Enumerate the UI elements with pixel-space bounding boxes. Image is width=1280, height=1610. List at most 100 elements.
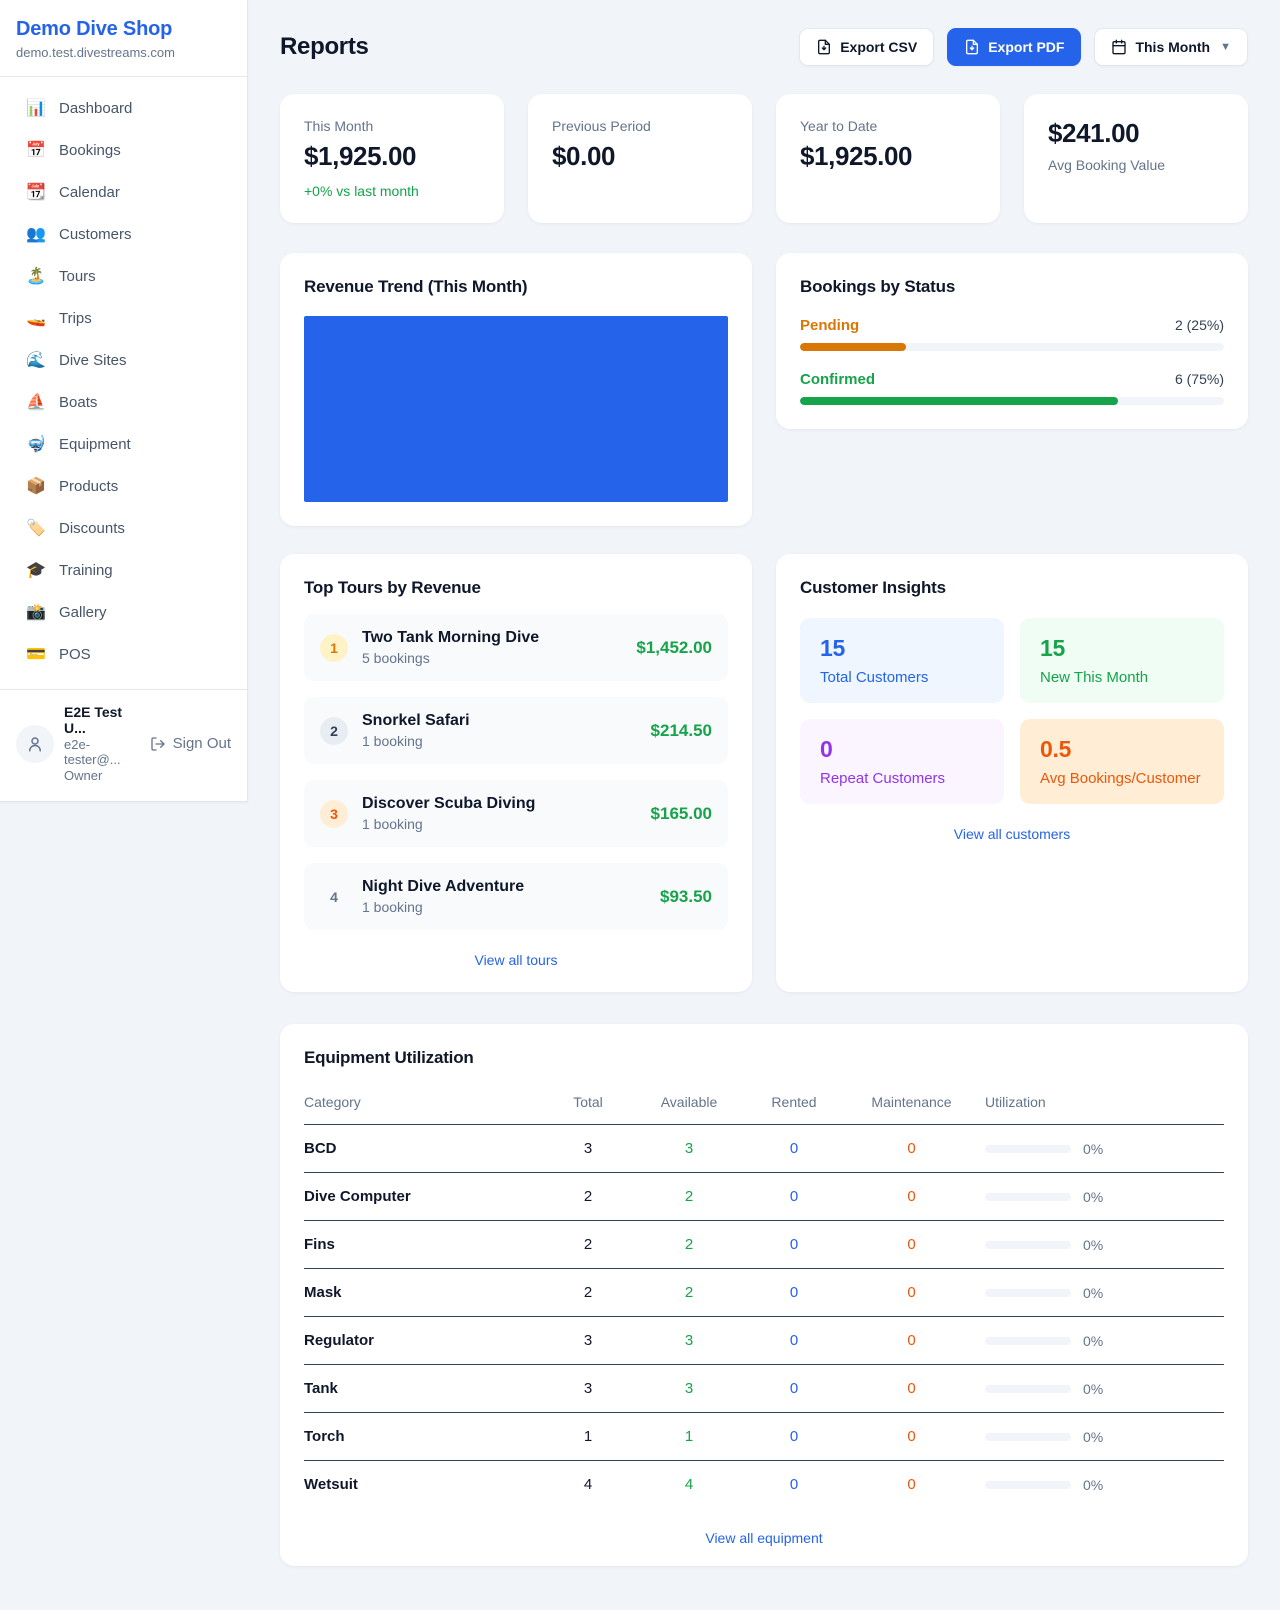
cell-available: 3	[634, 1364, 744, 1413]
export-csv-button[interactable]: Export CSV	[799, 28, 935, 66]
sidebar-item-calendar[interactable]: 📆 Calendar	[12, 175, 235, 210]
sidebar-item-customers[interactable]: 👥 Customers	[12, 217, 235, 252]
sailboat-icon: ⛵	[26, 393, 46, 411]
stat-delta: +0% vs last month	[304, 183, 419, 199]
cell-available: 3	[634, 1316, 744, 1365]
period-dropdown[interactable]: This Month ▼	[1094, 28, 1248, 66]
status-bar-track	[800, 343, 1224, 351]
credit-card-icon: 💳	[26, 645, 46, 663]
view-all-customers-link[interactable]: View all customers	[800, 826, 1224, 842]
sidebar-item-training[interactable]: 🎓 Training	[12, 553, 235, 588]
stat-value: $0.00	[552, 141, 616, 171]
cell-rented: 0	[744, 1124, 844, 1173]
utilization-percent: 0%	[1083, 1476, 1104, 1493]
view-all-equipment-link[interactable]: View all equipment	[304, 1530, 1224, 1546]
user-info: E2E Test U... e2e-tester@... Owner	[64, 704, 140, 783]
table-row: Fins 2 2 0 0 0%	[304, 1220, 1224, 1269]
tour-list-item: 1 Two Tank Morning Dive 5 bookings $1,45…	[304, 614, 728, 681]
sidebar-item-label: Boats	[59, 394, 98, 411]
cell-utilization: 0%	[979, 1461, 1224, 1509]
sidebar-item-label: POS	[59, 646, 91, 663]
stat-value: $1,925.00	[304, 141, 417, 171]
utilization-bar-track	[985, 1432, 1071, 1441]
sidebar-nav: 📊 Dashboard 📅 Bookings 📆 Calendar 👥 Cust…	[0, 77, 247, 689]
calendar-icon	[1112, 39, 1127, 55]
status-row-pending: Pending 2 (25%)	[800, 317, 1224, 351]
equipment-utilization-card: Equipment Utilization Category Total Ava…	[280, 1024, 1248, 1566]
cell-rented: 0	[744, 1412, 844, 1461]
export-pdf-button[interactable]: Export PDF	[947, 28, 1082, 66]
sidebar-item-gallery[interactable]: 📸 Gallery	[12, 595, 235, 630]
insight-tile-total-customers: 15 Total Customers	[800, 618, 1004, 703]
utilization-percent: 0%	[1083, 1188, 1104, 1205]
sidebar-item-label: Products	[59, 478, 119, 495]
sidebar-item-dashboard[interactable]: 📊 Dashboard	[12, 91, 235, 126]
rank-badge: 4	[330, 888, 338, 905]
cell-utilization: 0%	[979, 1124, 1224, 1173]
file-download-icon	[818, 39, 831, 55]
insight-value: 0	[820, 736, 833, 762]
utilization-bar-track	[985, 1192, 1071, 1201]
cell-maintenance: 0	[844, 1412, 979, 1461]
insight-label: New This Month	[1040, 669, 1149, 686]
cell-available: 1	[634, 1412, 744, 1461]
sidebar-item-label: Bookings	[59, 142, 121, 159]
status-label: Confirmed	[800, 371, 875, 388]
cell-utilization: 0%	[979, 1172, 1224, 1221]
cell-category: Torch	[304, 1412, 542, 1461]
shop-name: Demo Dive Shop	[16, 18, 173, 40]
sidebar-item-trips[interactable]: 🚤 Trips	[12, 301, 235, 336]
tour-revenue: $1,452.00	[636, 637, 712, 657]
tour-revenue: $165.00	[650, 803, 712, 823]
stat-card-year-to-date: Year to Date $1,925.00	[776, 94, 1000, 223]
stat-label: This Month	[304, 118, 374, 134]
rank-badge: 2	[320, 716, 348, 745]
tour-list-item: 3 Discover Scuba Diving 1 booking $165.0…	[304, 780, 728, 847]
cell-rented: 0	[744, 1172, 844, 1221]
sidebar-item-bookings[interactable]: 📅 Bookings	[12, 133, 235, 168]
sidebar-item-pos[interactable]: 💳 POS	[12, 637, 235, 672]
cell-maintenance: 0	[844, 1172, 979, 1221]
cell-rented: 0	[744, 1268, 844, 1317]
utilization-percent: 0%	[1083, 1332, 1104, 1349]
status-row-confirmed: Confirmed 6 (75%)	[800, 371, 1224, 405]
sidebar-item-label: Calendar	[59, 184, 120, 201]
utilization-bar-track	[985, 1240, 1071, 1249]
sign-out-button[interactable]: Sign Out	[150, 735, 231, 752]
utilization-percent: 0%	[1083, 1428, 1104, 1445]
equipment-utilization-title: Equipment Utilization	[304, 1048, 474, 1067]
sidebar-item-boats[interactable]: ⛵ Boats	[12, 385, 235, 420]
export-pdf-label: Export PDF	[988, 39, 1065, 55]
cell-utilization: 0%	[979, 1220, 1224, 1269]
sidebar-item-label: Trips	[59, 310, 92, 327]
user-name: E2E Test U...	[64, 704, 123, 736]
sidebar-item-products[interactable]: 📦 Products	[12, 469, 235, 504]
cell-utilization: 0%	[979, 1268, 1224, 1317]
sidebar-item-label: Customers	[59, 226, 132, 243]
insight-tile-new-this-month: 15 New This Month	[1020, 618, 1224, 703]
stat-label: Avg Booking Value	[1048, 157, 1166, 173]
cell-rented: 0	[744, 1364, 844, 1413]
sidebar-item-discounts[interactable]: 🏷️ Discounts	[12, 511, 235, 546]
cell-utilization: 0%	[979, 1316, 1224, 1365]
cell-available: 3	[634, 1124, 744, 1173]
cell-total: 3	[542, 1124, 634, 1173]
cell-category: Dive Computer	[304, 1172, 542, 1221]
sidebar-item-label: Discounts	[59, 520, 125, 537]
wave-icon: 🌊	[26, 351, 46, 369]
cell-category: Tank	[304, 1364, 542, 1413]
sidebar-item-tours[interactable]: 🏝️ Tours	[12, 259, 235, 294]
sidebar-item-label: Dive Sites	[59, 352, 127, 369]
sidebar-item-label: Training	[59, 562, 113, 579]
chevron-down-icon: ▼	[1220, 41, 1231, 53]
utilization-bar-track	[985, 1480, 1071, 1489]
sidebar-item-dive-sites[interactable]: 🌊 Dive Sites	[12, 343, 235, 378]
sidebar-item-equipment[interactable]: 🤿 Equipment	[12, 427, 235, 462]
diving-mask-icon: 🤿	[26, 435, 46, 453]
table-row: Regulator 3 3 0 0 0%	[304, 1316, 1224, 1365]
cell-total: 2	[542, 1268, 634, 1317]
insight-tile-repeat-customers: 0 Repeat Customers	[800, 719, 1004, 804]
page-title: Reports	[280, 33, 369, 60]
view-all-tours-link[interactable]: View all tours	[304, 952, 728, 968]
status-value: 6 (75%)	[1174, 371, 1224, 387]
